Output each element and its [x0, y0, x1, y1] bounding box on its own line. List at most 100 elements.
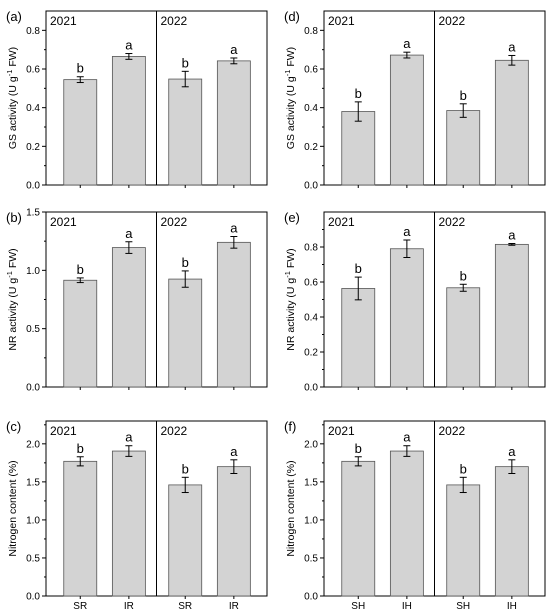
significance-letter: b	[182, 55, 189, 70]
y-tick-label: 0.0	[304, 383, 318, 394]
y-tick-label: 0.2	[304, 142, 318, 153]
significance-letter: b	[77, 441, 84, 456]
x-tick-label: IR	[124, 601, 134, 612]
bar	[216, 241, 251, 388]
x-tick-label: SH	[456, 601, 470, 612]
chart-panel-4: 0.0 0.5 1.0 1.5 2.0 (c) Nitrogen content (%) 20…	[6, 419, 268, 612]
bar	[446, 110, 481, 186]
y-tick-label: 0.8	[304, 26, 318, 37]
bar	[216, 60, 251, 186]
bar	[111, 247, 146, 388]
y-axis-label: NR activity (U g-1 FW)	[5, 248, 20, 350]
significance-letter: b	[460, 461, 467, 476]
significance-letter: a	[125, 38, 133, 53]
y-tick-label: 2.0	[26, 439, 40, 450]
significance-letter: b	[460, 268, 467, 283]
y-tick-label: 0.6	[26, 65, 40, 76]
significance-letter: b	[460, 88, 467, 103]
bar	[446, 484, 481, 597]
x-tick-label: SH	[351, 601, 365, 612]
y-tick-label: 0.6	[304, 65, 318, 76]
significance-letter: a	[508, 228, 516, 243]
significance-letter: a	[403, 36, 411, 51]
bar	[389, 450, 424, 597]
bar	[168, 484, 203, 597]
panel-letter: (d)	[284, 9, 300, 24]
year-label: 2022	[439, 14, 466, 28]
year-label: 2022	[161, 424, 188, 438]
y-tick-label: 0.5	[26, 553, 40, 564]
y-tick-label: 0.5	[304, 553, 318, 564]
year-label: 2021	[328, 424, 355, 438]
y-tick-label: 1.0	[304, 515, 318, 526]
year-label: 2021	[50, 14, 77, 28]
y-tick-label: 0.4	[304, 103, 318, 114]
bar	[111, 56, 146, 186]
year-label: 2021	[328, 215, 355, 229]
y-tick-label: 1.5	[26, 208, 40, 219]
bar	[389, 54, 424, 186]
y-axis-label: GS activity (U g-1 FW)	[283, 47, 298, 149]
year-label: 2021	[50, 424, 77, 438]
year-label: 2021	[328, 14, 355, 28]
chart-panel-3: 0.0 0.2 0.4 0.6 0.8 (e) NR activity (U g-1 FW)…	[283, 210, 546, 394]
chart-panel-0: 0.0 0.2 0.4 0.6 0.8 (a) GS activity (U g-1 FW)…	[5, 9, 268, 192]
x-tick-label: SR	[178, 601, 192, 612]
y-tick-label: 2.0	[304, 439, 318, 450]
significance-letter: b	[77, 262, 84, 277]
significance-letter: b	[182, 255, 189, 270]
y-tick-label: 1.0	[26, 266, 40, 277]
bar	[111, 450, 146, 597]
bar	[446, 287, 481, 388]
bar	[63, 460, 98, 597]
y-tick-label: 0.0	[304, 592, 318, 603]
y-tick-label: 0.2	[304, 348, 318, 359]
y-tick-label: 1.5	[26, 477, 40, 488]
chart-panel-2: 0.0 0.5 1.0 1.5 (b) NR activity (U g-1 FW) 202…	[5, 208, 268, 394]
y-axis-label: NR activity (U g-1 FW)	[283, 248, 298, 350]
panel-letter: (f)	[284, 419, 296, 434]
y-tick-label: 0.4	[304, 313, 318, 324]
significance-letter: a	[230, 42, 238, 57]
bar	[494, 243, 529, 388]
bar	[389, 248, 424, 388]
y-tick-label: 0.2	[26, 142, 40, 153]
bar	[494, 59, 529, 186]
bar	[216, 466, 251, 597]
y-tick-label: 0.6	[304, 278, 318, 289]
significance-letter: b	[355, 441, 362, 456]
significance-letter: a	[508, 39, 516, 54]
significance-letter: a	[403, 224, 411, 239]
panel-letter: (e)	[284, 210, 300, 225]
year-label: 2022	[161, 14, 188, 28]
bar	[63, 279, 98, 388]
bar	[341, 111, 376, 186]
significance-letter: b	[182, 461, 189, 476]
panel-letter: (a)	[6, 9, 22, 24]
year-label: 2021	[50, 215, 77, 229]
y-tick-label: 0.0	[26, 181, 40, 192]
y-tick-label: 0.0	[304, 181, 318, 192]
x-tick-label: IH	[507, 601, 517, 612]
y-tick-label: 1.5	[304, 477, 318, 488]
bar	[63, 79, 98, 186]
year-label: 2022	[439, 215, 466, 229]
y-tick-label: 0.8	[304, 243, 318, 254]
significance-letter: a	[125, 430, 133, 445]
significance-letter: a	[508, 444, 516, 459]
y-axis-label: Nitrogen content (%)	[285, 460, 297, 556]
y-tick-label: 0.8	[26, 26, 40, 37]
y-tick-label: 0.5	[26, 324, 40, 335]
bar	[168, 78, 203, 186]
significance-letter: b	[355, 86, 362, 101]
x-tick-label: IH	[402, 601, 412, 612]
bar	[341, 288, 376, 388]
panel-letter: (c)	[6, 419, 21, 434]
y-tick-label: 0.0	[26, 383, 40, 394]
panel-letter: (b)	[6, 210, 22, 225]
significance-letter: a	[230, 444, 238, 459]
y-axis-label: Nitrogen content (%)	[7, 460, 19, 556]
significance-letter: a	[125, 226, 133, 241]
bar	[341, 460, 376, 597]
